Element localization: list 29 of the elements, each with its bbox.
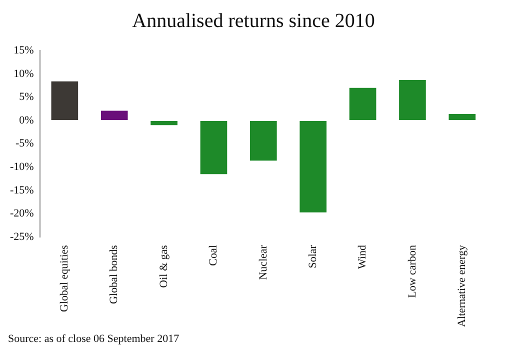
y-tick-label: -20% — [10, 208, 34, 220]
bar — [200, 121, 228, 174]
bar — [100, 110, 128, 120]
y-tick-label: 5% — [19, 91, 34, 104]
bar — [250, 121, 277, 161]
y-tick-label: 0% — [19, 114, 34, 126]
x-tick-label: Low carbon — [406, 244, 418, 298]
bar — [448, 114, 476, 120]
x-tick-label: Coal — [208, 245, 220, 266]
bar — [300, 121, 327, 212]
x-tick-label: Oil & gas — [158, 245, 170, 288]
y-tick-label: 10% — [14, 68, 34, 80]
y-tick-label: -25% — [10, 230, 34, 243]
source-note: Source: as of close 06 September 2017 — [8, 333, 180, 345]
x-tick-label: Wind — [356, 244, 369, 270]
x-tick-label: Nuclear — [257, 244, 270, 280]
bar — [399, 80, 426, 120]
y-tick-label: -15% — [10, 184, 34, 196]
x-tick-label: Global equities — [58, 245, 71, 312]
bar — [51, 81, 78, 120]
y-tick-label: 15% — [14, 44, 34, 56]
x-tick-label: Alternative energy — [456, 244, 468, 328]
x-tick-label: Global bonds — [108, 245, 120, 304]
x-tick-label: Solar — [306, 244, 319, 268]
bar — [150, 121, 178, 126]
y-tick-label: -5% — [16, 138, 34, 150]
y-tick-label: -10% — [10, 161, 34, 174]
chart-title: Annualised returns since 2010 — [131, 10, 376, 33]
bar — [349, 88, 376, 120]
